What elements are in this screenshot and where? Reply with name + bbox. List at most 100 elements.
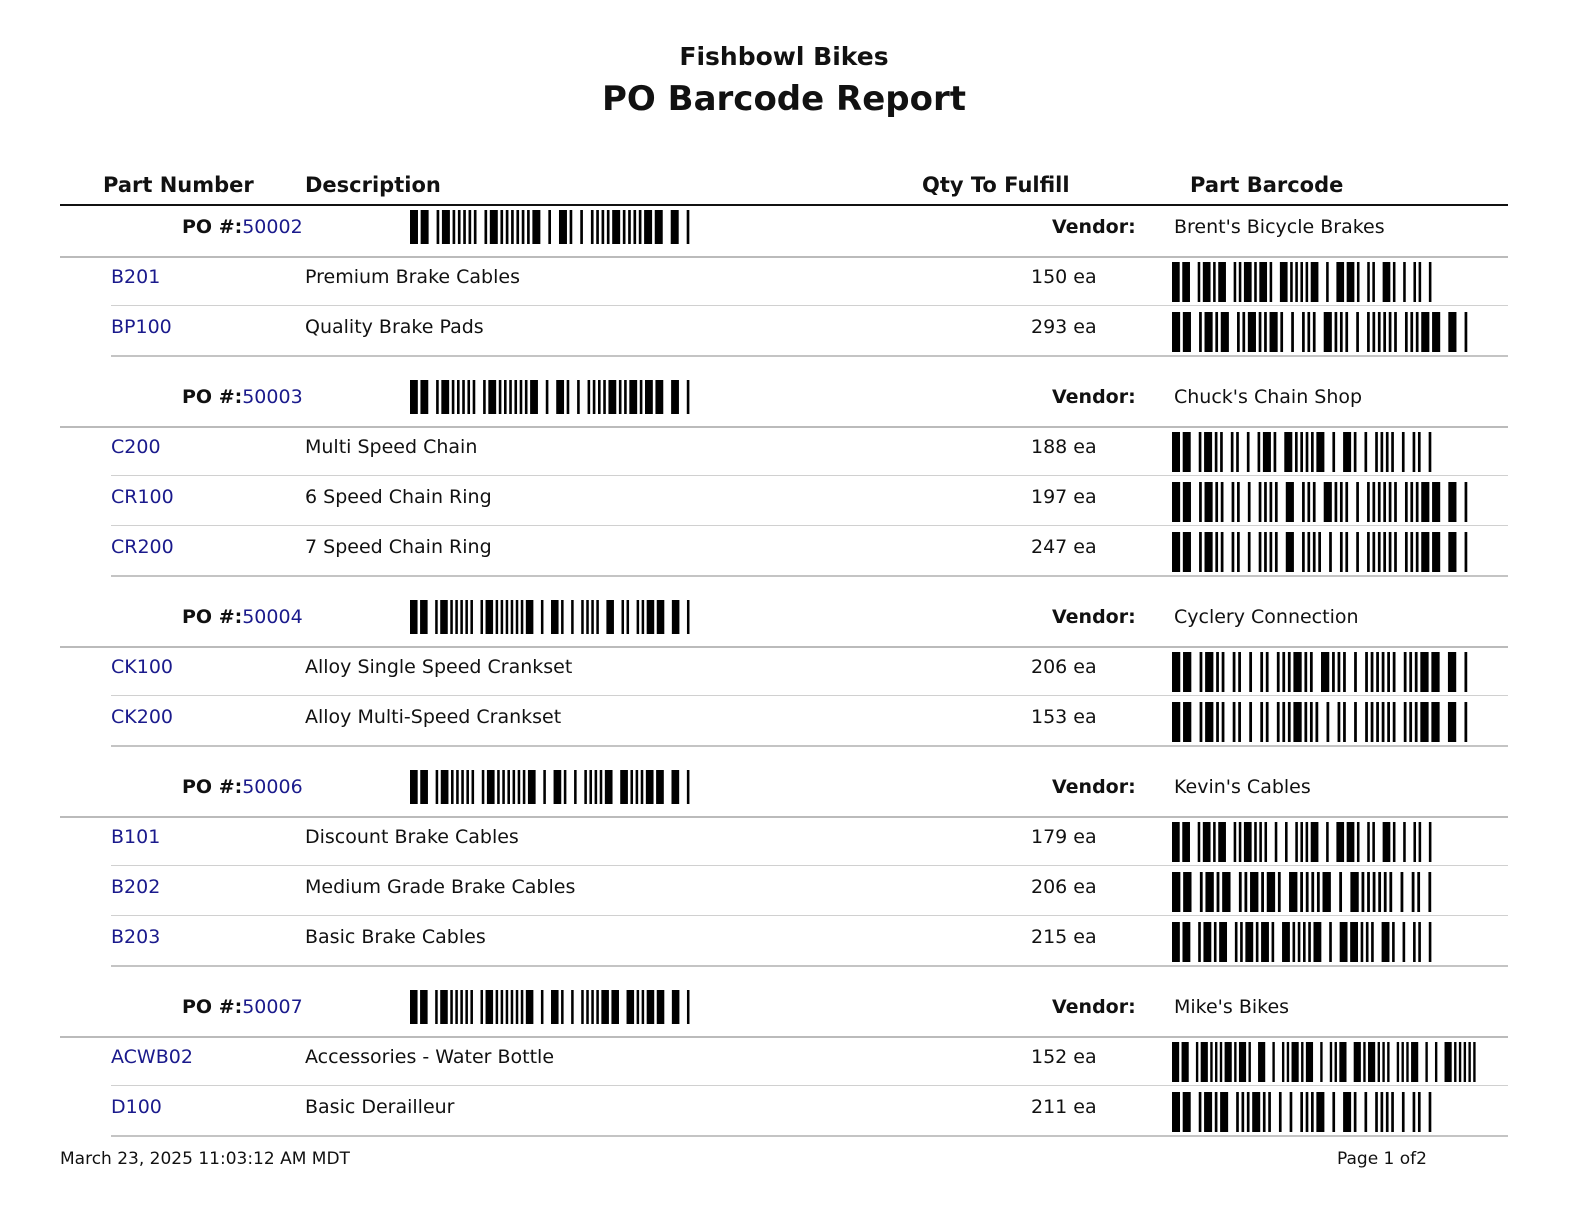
part-description: 7 Speed Chain Ring bbox=[305, 536, 492, 558]
po-barcode bbox=[410, 600, 700, 634]
part-number-link[interactable]: BP100 bbox=[111, 316, 172, 338]
vendor-name: Kevin's Cables bbox=[1174, 776, 1311, 798]
po-label-text: PO #: bbox=[182, 216, 243, 238]
part-description: Discount Brake Cables bbox=[305, 826, 519, 848]
row-divider bbox=[111, 355, 1508, 357]
footer-page-number: Page 1 of2 bbox=[1337, 1149, 1427, 1169]
po-label-text: PO #: bbox=[182, 776, 243, 798]
row-divider bbox=[111, 695, 1508, 696]
column-header-part-number: Part Number bbox=[103, 173, 254, 197]
part-description: Basic Brake Cables bbox=[305, 926, 486, 948]
table-row: C200 Multi Speed Chain 188 ea bbox=[0, 426, 1584, 476]
po-barcode bbox=[410, 380, 700, 414]
vendor-name: Cyclery Connection bbox=[1174, 606, 1359, 628]
table-row: B203 Basic Brake Cables 215 ea bbox=[0, 916, 1584, 967]
vendor-name: Brent's Bicycle Brakes bbox=[1174, 216, 1385, 238]
qty-to-fulfill: 293 ea bbox=[1031, 316, 1097, 338]
po-number[interactable]: 50004 bbox=[242, 606, 303, 628]
qty-to-fulfill: 188 ea bbox=[1031, 436, 1097, 458]
table-row: CK100 Alloy Single Speed Crankset 206 ea bbox=[0, 646, 1584, 696]
po-divider bbox=[60, 646, 1508, 648]
footer-timestamp: March 23, 2025 11:03:12 AM MDT bbox=[60, 1149, 350, 1169]
row-divider bbox=[111, 525, 1508, 526]
part-description: Quality Brake Pads bbox=[305, 316, 484, 338]
po-header-row: PO #:50002 Vendor: Brent's Bicycle Brakes bbox=[0, 206, 1584, 258]
po-label: PO #:50007 bbox=[182, 996, 303, 1018]
vendor-label: Vendor: bbox=[1052, 386, 1136, 408]
part-barcode bbox=[1172, 1042, 1482, 1082]
po-number[interactable]: 50006 bbox=[242, 776, 303, 798]
qty-to-fulfill: 150 ea bbox=[1031, 266, 1097, 288]
part-barcode bbox=[1172, 1092, 1482, 1132]
qty-to-fulfill: 206 ea bbox=[1031, 876, 1097, 898]
vendor-name: Mike's Bikes bbox=[1174, 996, 1290, 1018]
po-label-text: PO #: bbox=[182, 606, 243, 628]
part-barcode bbox=[1172, 702, 1482, 742]
part-barcode bbox=[1172, 532, 1482, 572]
po-divider bbox=[60, 426, 1508, 428]
po-header-row: PO #:50003 Vendor: Chuck's Chain Shop bbox=[0, 376, 1584, 428]
part-number-link[interactable]: C200 bbox=[111, 436, 161, 458]
qty-to-fulfill: 215 ea bbox=[1031, 926, 1097, 948]
po-number[interactable]: 50002 bbox=[242, 216, 303, 238]
row-divider bbox=[111, 1135, 1508, 1137]
table-row: B202 Medium Grade Brake Cables 206 ea bbox=[0, 866, 1584, 916]
table-row: ACWB02 Accessories - Water Bottle 152 ea bbox=[0, 1036, 1584, 1086]
column-header-description: Description bbox=[305, 173, 441, 197]
po-label: PO #:50004 bbox=[182, 606, 303, 628]
po-barcode bbox=[410, 990, 700, 1024]
table-row: CR100 6 Speed Chain Ring 197 ea bbox=[0, 476, 1584, 526]
part-description: Basic Derailleur bbox=[305, 1096, 455, 1118]
part-barcode bbox=[1172, 432, 1482, 472]
po-label-text: PO #: bbox=[182, 996, 243, 1018]
part-barcode bbox=[1172, 922, 1482, 962]
qty-to-fulfill: 247 ea bbox=[1031, 536, 1097, 558]
part-number-link[interactable]: B203 bbox=[111, 926, 161, 948]
po-barcode bbox=[410, 770, 700, 804]
part-number-link[interactable]: ACWB02 bbox=[111, 1046, 193, 1068]
row-divider bbox=[111, 1085, 1508, 1086]
po-header-row: PO #:50007 Vendor: Mike's Bikes bbox=[0, 986, 1584, 1038]
qty-to-fulfill: 153 ea bbox=[1031, 706, 1097, 728]
column-header-rule bbox=[60, 204, 1508, 206]
table-row: BP100 Quality Brake Pads 293 ea bbox=[0, 306, 1584, 357]
po-label: PO #:50006 bbox=[182, 776, 303, 798]
vendor-label: Vendor: bbox=[1052, 776, 1136, 798]
vendor-label: Vendor: bbox=[1052, 996, 1136, 1018]
po-barcode bbox=[410, 210, 700, 244]
part-description: Alloy Multi-Speed Crankset bbox=[305, 706, 562, 728]
po-number[interactable]: 50003 bbox=[242, 386, 303, 408]
qty-to-fulfill: 206 ea bbox=[1031, 656, 1097, 678]
table-row: CK200 Alloy Multi-Speed Crankset 153 ea bbox=[0, 696, 1584, 747]
table-row: B201 Premium Brake Cables 150 ea bbox=[0, 256, 1584, 306]
part-number-link[interactable]: CR200 bbox=[111, 536, 174, 558]
po-header-row: PO #:50006 Vendor: Kevin's Cables bbox=[0, 766, 1584, 818]
report-title: PO Barcode Report bbox=[602, 79, 966, 119]
po-header-row: PO #:50004 Vendor: Cyclery Connection bbox=[0, 596, 1584, 648]
column-header-qty: Qty To Fulfill bbox=[922, 173, 1070, 197]
qty-to-fulfill: 197 ea bbox=[1031, 486, 1097, 508]
table-row: D100 Basic Derailleur 211 ea bbox=[0, 1086, 1584, 1137]
po-label: PO #:50003 bbox=[182, 386, 303, 408]
part-number-link[interactable]: B201 bbox=[111, 266, 161, 288]
po-divider bbox=[60, 816, 1508, 818]
part-barcode bbox=[1172, 652, 1482, 692]
row-divider bbox=[111, 965, 1508, 967]
part-number-link[interactable]: B202 bbox=[111, 876, 161, 898]
qty-to-fulfill: 152 ea bbox=[1031, 1046, 1097, 1068]
part-number-link[interactable]: CK100 bbox=[111, 656, 173, 678]
part-barcode bbox=[1172, 262, 1482, 302]
company-name: Fishbowl Bikes bbox=[679, 42, 889, 71]
row-divider bbox=[111, 915, 1508, 916]
po-number[interactable]: 50007 bbox=[242, 996, 303, 1018]
po-label: PO #:50002 bbox=[182, 216, 303, 238]
part-number-link[interactable]: B101 bbox=[111, 826, 161, 848]
part-number-link[interactable]: CK200 bbox=[111, 706, 173, 728]
po-label-text: PO #: bbox=[182, 386, 243, 408]
vendor-label: Vendor: bbox=[1052, 216, 1136, 238]
part-number-link[interactable]: D100 bbox=[111, 1096, 162, 1118]
part-description: 6 Speed Chain Ring bbox=[305, 486, 492, 508]
row-divider bbox=[111, 745, 1508, 747]
part-number-link[interactable]: CR100 bbox=[111, 486, 174, 508]
qty-to-fulfill: 211 ea bbox=[1031, 1096, 1097, 1118]
